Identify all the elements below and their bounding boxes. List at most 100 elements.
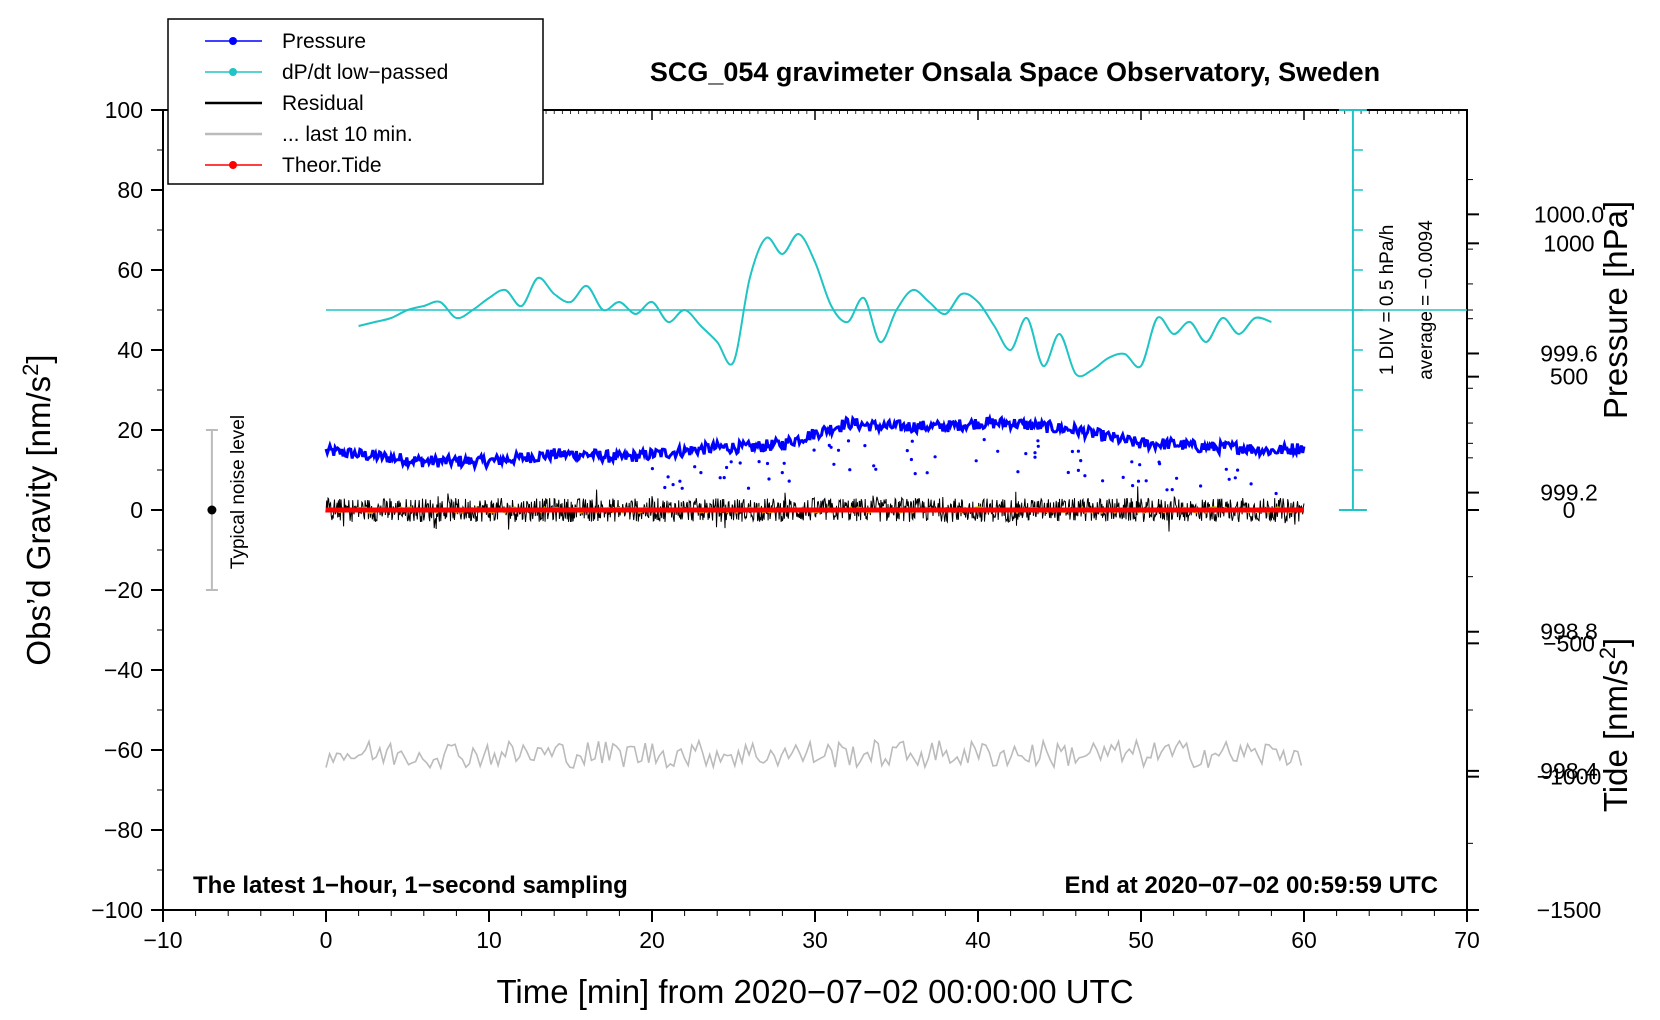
- pressure-point: [1175, 476, 1179, 480]
- pressure-point: [782, 461, 786, 465]
- legend-label: Theor.Tide: [282, 154, 382, 177]
- legend-label: dP/dt low−passed: [282, 61, 448, 84]
- x-tick-label: 20: [639, 927, 665, 953]
- y-tick-label: 60: [117, 257, 143, 283]
- tide-tick-label: −1500: [1537, 897, 1602, 923]
- pressure-tick-label: 1000.0: [1534, 201, 1604, 227]
- tide-tick-label: 0: [1563, 497, 1576, 523]
- pressure-point: [872, 464, 876, 468]
- pressure-point: [1227, 477, 1231, 481]
- tide-tick-label: 1000: [1543, 230, 1594, 256]
- tide-tick-label: −500: [1543, 630, 1595, 656]
- y-axis-pressure: 1000.0 999.6 999.2 998.8 998.4: [1467, 179, 1604, 784]
- pressure-point: [1101, 479, 1105, 483]
- pressure-tick-label: 999.2: [1540, 480, 1598, 506]
- pressure-point: [982, 438, 986, 442]
- noise-center-dot: [207, 505, 217, 515]
- pressure-point: [836, 448, 841, 452]
- legend-box: [167, 18, 544, 185]
- pressure-point: [1076, 468, 1080, 472]
- pressure-point: [765, 461, 770, 466]
- legend: Pressure dP/dt low−passed Residual ... last…: [167, 18, 544, 185]
- series-layer: [324, 233, 1306, 771]
- pressure-point: [1076, 449, 1080, 453]
- pressure-point: [863, 444, 867, 448]
- x-tick-label: 60: [1291, 927, 1317, 953]
- pressure-point: [909, 457, 914, 462]
- pressure-point: [1130, 460, 1134, 464]
- y-tick-label: −20: [104, 577, 143, 603]
- pressure-point: [1033, 455, 1037, 459]
- pressure-tick-label: 998.4: [1540, 758, 1598, 784]
- pressure-point: [1274, 491, 1278, 496]
- y-axis-left: 100 80 60 40 20 0 −20 −40 −60 −80 −100: [91, 97, 163, 923]
- pressure-point: [905, 449, 909, 453]
- div-label: 1 DIV = 0.5 hPa/h: [1377, 225, 1398, 376]
- x-tick-label: 30: [802, 927, 828, 953]
- legend-marker: [229, 37, 237, 45]
- chart-title: SCG_054 gravimeter Onsala Space Observat…: [650, 57, 1380, 87]
- x-axis-label: Time [min] from 2020−07−02 00:00:00 UTC: [496, 973, 1133, 1010]
- pressure-point: [718, 476, 722, 480]
- y-tick-label: 20: [117, 417, 143, 443]
- pressure-point: [1036, 439, 1040, 443]
- y-tick-label: −80: [104, 817, 143, 843]
- pressure-point: [699, 471, 703, 475]
- pressure-point: [746, 486, 751, 490]
- tide-tick-label: −1000: [1537, 764, 1602, 790]
- y-tick-label: −60: [104, 737, 143, 763]
- x-tick-label: −10: [143, 927, 182, 953]
- pressure-point: [1079, 459, 1083, 463]
- pressure-point: [1144, 479, 1148, 483]
- tide-tick-label: 500: [1550, 364, 1588, 390]
- y-tick-label: 0: [130, 497, 143, 523]
- pressure-point: [693, 465, 697, 469]
- pressure-point: [767, 477, 771, 481]
- pressure-point: [787, 479, 791, 483]
- legend-label: ... last 10 min.: [282, 123, 413, 146]
- y-tick-label: 100: [105, 97, 143, 123]
- x-tick-label: 0: [320, 927, 333, 953]
- pressure-point: [671, 483, 675, 487]
- pressure-point: [666, 475, 670, 479]
- legend-label: Residual: [282, 92, 364, 115]
- pressure-point: [1136, 479, 1141, 483]
- legend-marker: [229, 161, 237, 169]
- y-tick-label: 40: [117, 337, 143, 363]
- pressure-point: [1165, 488, 1169, 492]
- pressure-point: [974, 459, 978, 463]
- legend-label: Pressure: [282, 30, 366, 53]
- x-tick-label: 10: [476, 927, 502, 953]
- pressure-point: [1024, 452, 1028, 456]
- pressure-point: [738, 461, 742, 465]
- pressure-point: [910, 439, 914, 443]
- y-axis-left-label: Obs’d Gravity [nm/s2]: [18, 354, 57, 665]
- pressure-point: [725, 465, 729, 470]
- pressure-point: [757, 460, 761, 464]
- series-last-10-min: [325, 737, 1303, 771]
- sampling-note: The latest 1−hour, 1−second sampling: [193, 872, 628, 899]
- pressure-point: [678, 479, 682, 483]
- pressure-point: [1016, 470, 1020, 474]
- pressure-point: [1233, 476, 1237, 480]
- pressure-point: [1033, 451, 1037, 455]
- pressure-point: [1224, 467, 1228, 471]
- pressure-point: [829, 445, 833, 449]
- pressure-point: [663, 485, 667, 490]
- series-residual: [325, 486, 1305, 532]
- y-axis-tide: 1000 500 0 −500 −1000 −1500: [1467, 230, 1601, 923]
- x-axis: −10 0 10 20 30 40 50 60 70: [143, 110, 1480, 953]
- noise-label: Typical noise level: [228, 415, 249, 569]
- pressure-point: [812, 448, 816, 452]
- pressure-point: [1083, 474, 1087, 478]
- pressure-point: [846, 439, 851, 443]
- pressure-point: [780, 471, 784, 475]
- x-tick-label: 70: [1454, 927, 1480, 953]
- pressure-point: [925, 471, 929, 475]
- pressure-tick-label: 998.8: [1540, 619, 1598, 645]
- pressure-point: [722, 476, 726, 480]
- pressure-point: [1157, 460, 1161, 464]
- pressure-point: [729, 460, 733, 464]
- pressure-tick-label: 999.6: [1540, 340, 1598, 366]
